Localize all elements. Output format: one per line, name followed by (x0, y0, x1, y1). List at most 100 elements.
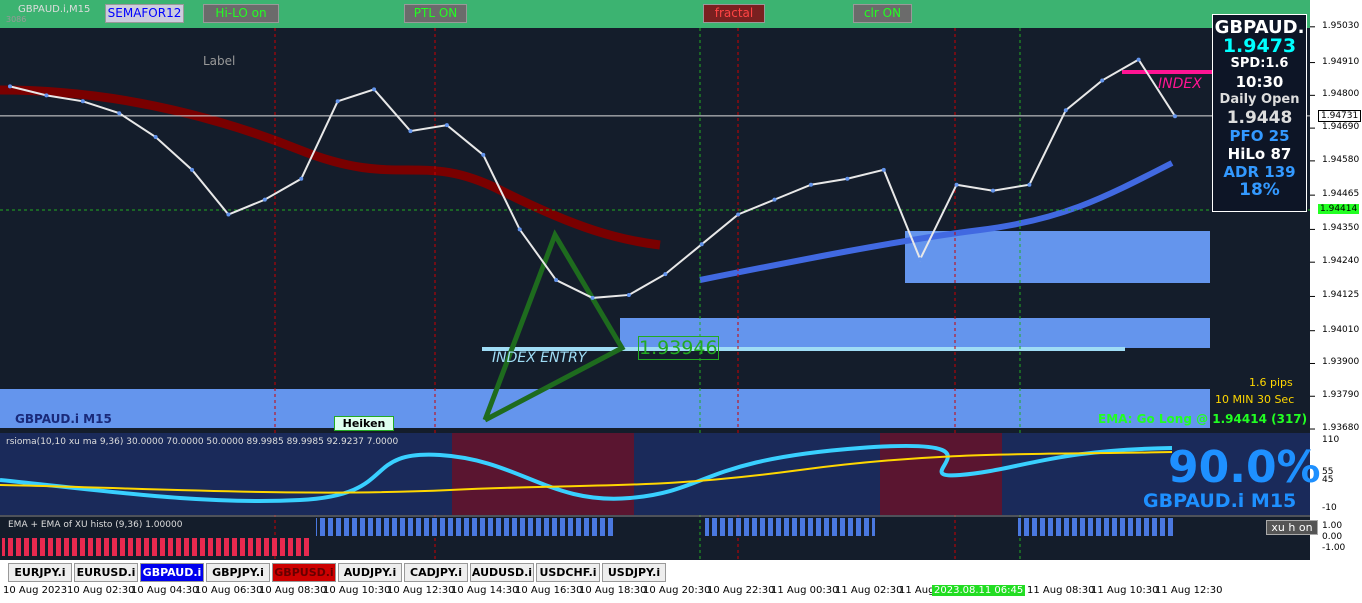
price-point (153, 135, 158, 140)
symbol-tab[interactable]: GBPJPY.i (206, 563, 270, 582)
time-label: 10 Aug 22:30 (707, 585, 775, 596)
toolbar-button[interactable]: clr ON (853, 4, 912, 23)
toolbar-button[interactable]: Hi-LO on (203, 4, 279, 23)
price-point (954, 182, 959, 187)
rsioma-tick-label: 45 (1322, 475, 1334, 485)
price-tick-label: 1.93680 (1322, 423, 1360, 434)
pattern-triangle (482, 229, 626, 423)
time-label: 10 Aug 02:30 (67, 585, 135, 596)
price-point (117, 111, 122, 116)
price-point (190, 167, 195, 172)
rsioma-zone (452, 433, 634, 515)
symbol-tab[interactable]: GBPUSD.i (272, 563, 336, 582)
xu-tick-label: 1.00 (1322, 521, 1343, 531)
panel-percent: 18% (1239, 180, 1280, 200)
histogram (1018, 518, 1173, 536)
panel-daily-open-label: Daily Open (1219, 92, 1300, 107)
info-panel: GBPAUD. 1.9473 SPD:1.6 10:30 Daily Open … (1212, 14, 1307, 212)
symbol: GBPAUD.i,M15 (18, 4, 91, 15)
price-tick-label: 1.94125 (1322, 290, 1360, 301)
time-label: 11 Aug 02:30 (835, 585, 903, 596)
zone (0, 389, 1210, 428)
price-point (699, 242, 704, 247)
time-label: 10 Aug 16:30 (515, 585, 583, 596)
rsioma-symbol: GBPAUD.i M15 (1143, 490, 1297, 512)
symbol-tab[interactable]: EURUSD.i (74, 563, 138, 582)
price-tick-label: 1.94800 (1322, 89, 1360, 100)
rsioma-percent: 90.0% (1168, 442, 1321, 493)
heiken-button[interactable]: Heiken (334, 416, 394, 431)
price-point (808, 182, 813, 187)
time-label: 10 Aug 14:30 (451, 585, 519, 596)
symbol-tab[interactable]: USDJPY.i (602, 563, 666, 582)
time-label: 11 Aug (899, 585, 935, 596)
price-tick-label: 1.93790 (1322, 390, 1360, 401)
timer: 10 MIN 30 Sec (1215, 393, 1295, 406)
time-label: 10 Aug 18:30 (579, 585, 647, 596)
price-point (8, 84, 12, 89)
price-point (590, 295, 595, 300)
price-point (1136, 57, 1141, 62)
price-point (372, 87, 377, 92)
zone (905, 231, 1210, 283)
symbol-tab[interactable]: GBPAUD.i (140, 563, 204, 582)
symbol-tab[interactable]: EURJPY.i (8, 563, 72, 582)
price-point (990, 188, 995, 193)
histogram (316, 518, 616, 536)
price-tick-label: 1.94465 (1322, 189, 1360, 200)
price-point (1027, 182, 1032, 187)
xu-tick-label: 0.00 (1322, 532, 1343, 542)
label: Label (203, 54, 236, 68)
price-point (1063, 108, 1068, 113)
time-label: 10 Aug 12:30 (387, 585, 455, 596)
price-tick-label: 1.94580 (1322, 154, 1360, 165)
time-label: 10 Aug 04:30 (131, 585, 199, 596)
price-point (262, 197, 267, 202)
price-point (44, 93, 49, 98)
price-point (299, 176, 304, 181)
panel-daily-open: 1.9448 (1226, 108, 1293, 128)
price-point (226, 212, 231, 217)
price-tick-label: 1.95030 (1322, 20, 1360, 31)
panel-timer: 10:30 (1235, 73, 1284, 91)
price-point (335, 99, 340, 104)
entry-price: 1.93946 (638, 336, 719, 360)
xu-button[interactable]: xu h on (1266, 520, 1318, 535)
ma-band (0, 85, 661, 250)
toolbar-button[interactable]: SEMAFOR12 (105, 4, 184, 23)
time-label: 11 Aug 10:30 (1091, 585, 1159, 596)
price-point (444, 123, 449, 128)
toolbar-button[interactable]: fractal (703, 4, 765, 23)
price-tick-label: 1.94240 (1322, 256, 1360, 267)
panel-bid: 1.9473 (1222, 35, 1297, 57)
time-label: 11 Aug 00:30 (771, 585, 839, 596)
current-price-label: 1.94731 (1318, 109, 1362, 122)
xu-title: EMA + EMA of XU histo (9,36) 1.00000 (8, 520, 183, 530)
symbol-tab[interactable]: USDCHF.i (536, 563, 600, 582)
toolbar-button[interactable]: PTL ON (404, 4, 467, 23)
rsioma-tick-label: -10 (1322, 503, 1337, 513)
index-entry: INDEX ENTRY (492, 350, 587, 366)
price-point (736, 212, 741, 217)
price-tick-label: 1.94690 (1322, 122, 1360, 133)
price-point (772, 197, 777, 202)
separators (274, 28, 956, 560)
rsioma-title: rsioma(10,10 xu ma 9,36) 30.0000 70.0000… (6, 437, 399, 447)
price-point (517, 227, 522, 232)
time-label: 10 Aug 20:30 (643, 585, 711, 596)
histogram (705, 518, 875, 536)
price-tick-label: 1.94350 (1322, 223, 1360, 234)
xu-tick-label: -1.00 (1322, 543, 1346, 553)
time-label: 11 Aug 08:30 (1027, 585, 1095, 596)
time-label: 11 Aug 12:30 (1155, 585, 1223, 596)
plot-layer (0, 26, 1315, 430)
symbol-tab[interactable]: CADJPY.i (404, 563, 468, 582)
symbol-tab[interactable]: AUDUSD.i (470, 563, 534, 582)
histogram (2, 538, 312, 556)
price-tick-label: 1.93900 (1322, 357, 1360, 368)
symbol-tab[interactable]: AUDJPY.i (338, 563, 402, 582)
price-tick-label: 1.94010 (1322, 324, 1360, 335)
main-plot (0, 0, 1310, 432)
price-point (881, 167, 886, 172)
